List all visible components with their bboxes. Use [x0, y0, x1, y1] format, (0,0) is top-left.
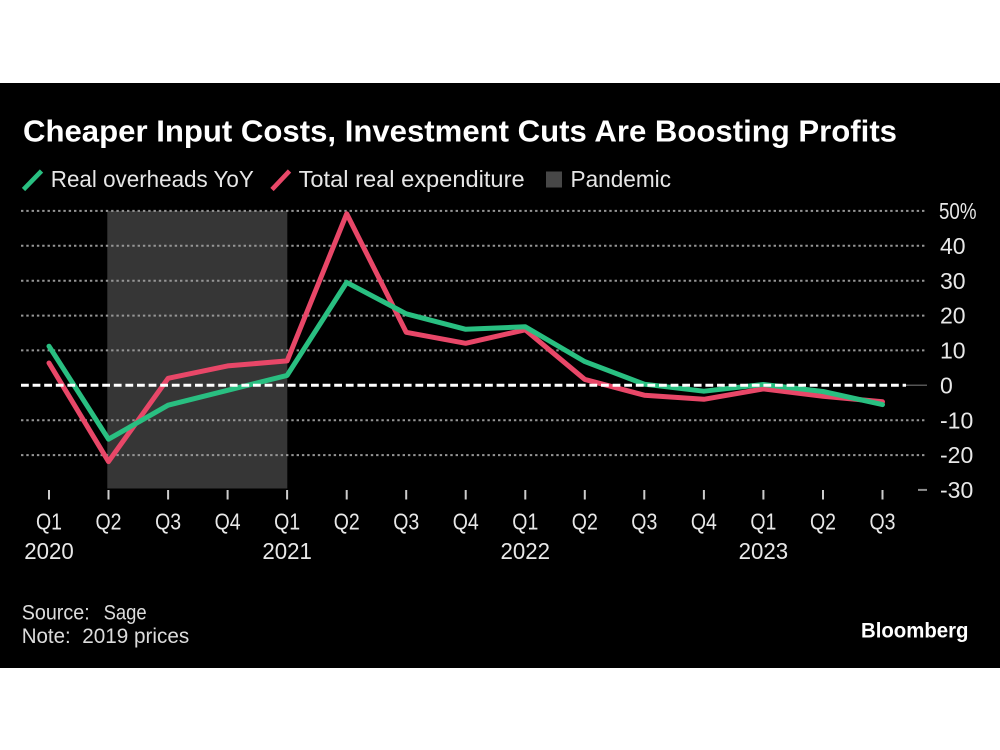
svg-text:Q2: Q2 — [334, 509, 360, 535]
svg-text:Q1: Q1 — [512, 509, 538, 535]
svg-text:Pandemic: Pandemic — [571, 166, 672, 192]
svg-text:Q2: Q2 — [810, 509, 836, 535]
svg-text:40: 40 — [940, 233, 966, 259]
svg-text:Q4: Q4 — [691, 509, 717, 535]
svg-text:Q1: Q1 — [36, 509, 62, 535]
svg-text:Source:: Source: — [22, 601, 90, 625]
svg-text:2023: 2023 — [739, 538, 789, 564]
svg-text:2021: 2021 — [262, 538, 312, 564]
svg-text:Note:: Note: — [22, 624, 71, 648]
svg-text:Q4: Q4 — [453, 509, 479, 535]
svg-text:Q1: Q1 — [750, 509, 776, 535]
svg-text:Total real expenditure: Total real expenditure — [299, 166, 525, 192]
svg-text:-30: -30 — [940, 477, 973, 503]
svg-text:Q3: Q3 — [393, 509, 419, 535]
svg-text:30: 30 — [940, 268, 966, 294]
svg-text:Cheaper Input Costs, Investmen: Cheaper Input Costs, Investment Cuts Are… — [23, 115, 897, 149]
svg-text:0: 0 — [940, 372, 953, 398]
svg-text:Q2: Q2 — [96, 509, 122, 535]
svg-text:10: 10 — [940, 338, 966, 364]
svg-text:Q3: Q3 — [155, 509, 181, 535]
svg-text:Real overheads YoY: Real overheads YoY — [51, 166, 254, 192]
svg-text:Q4: Q4 — [215, 509, 241, 535]
svg-text:2022: 2022 — [501, 538, 551, 564]
svg-text:Q2: Q2 — [572, 509, 598, 535]
svg-text:Q3: Q3 — [870, 509, 896, 535]
svg-text:Q3: Q3 — [631, 509, 657, 535]
svg-text:50%: 50% — [939, 198, 977, 224]
svg-text:20: 20 — [940, 303, 966, 329]
svg-text:2020: 2020 — [24, 538, 74, 564]
svg-text:2019 prices: 2019 prices — [82, 624, 189, 648]
svg-text:-20: -20 — [940, 442, 973, 468]
svg-text:Sage: Sage — [104, 601, 147, 625]
svg-text:Bloomberg: Bloomberg — [861, 618, 969, 643]
svg-text:-10: -10 — [940, 407, 973, 433]
svg-text:Q1: Q1 — [274, 509, 300, 535]
